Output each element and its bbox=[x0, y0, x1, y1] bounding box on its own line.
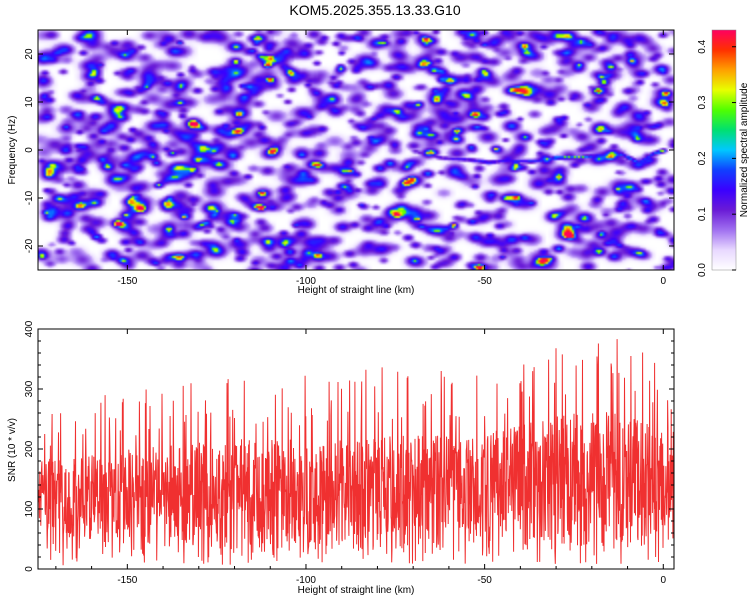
spectrogram-y-tick-label: 20 bbox=[24, 48, 35, 60]
snr-x-tick-label: 0 bbox=[660, 575, 666, 586]
spectrogram-y-tick-label: -10 bbox=[24, 190, 35, 205]
snr-y-label: SNR (10 * v/v) bbox=[7, 418, 18, 482]
snr-chart: -150 -100 -50 0 0 100 200 300 400 Height of str… bbox=[7, 320, 675, 596]
spectrogram-x-tick-label: 0 bbox=[660, 276, 666, 287]
snr-y-tick-label: 400 bbox=[24, 320, 35, 337]
snr-y-tick-label: 100 bbox=[24, 500, 35, 517]
spectrogram-y-tick-label: 0 bbox=[24, 147, 35, 153]
colorbar-tick-label: 0.2 bbox=[697, 151, 708, 165]
snr-y-tick-label: 200 bbox=[24, 440, 35, 457]
spectrogram-x-ticks: -150 -100 -50 0 bbox=[117, 30, 666, 287]
spectrogram-y-label: Frequency (Hz) bbox=[7, 116, 18, 185]
spectrogram-y-ticks: -20 -10 0 10 20 bbox=[24, 48, 674, 253]
spectrogram-plot-area bbox=[37, 29, 675, 271]
colorbar-label: Normalized spectral amplitude bbox=[739, 82, 750, 217]
snr-x-tick-label: -150 bbox=[117, 575, 137, 586]
spectrogram-x-tick-label: -150 bbox=[117, 276, 137, 287]
snr-x-ticks: -150 -100 -50 0 bbox=[55, 329, 666, 586]
snr-x-tick-label: -50 bbox=[477, 575, 492, 586]
snr-x-tick-label: -100 bbox=[296, 575, 316, 586]
colorbar-tick-label: 0.3 bbox=[697, 95, 708, 109]
colorbar-ticks: 0.0 0.1 0.2 0.3 0.4 bbox=[697, 39, 736, 277]
snr-y-ticks: 0 100 200 300 400 bbox=[24, 320, 674, 572]
snr-series-line bbox=[37, 339, 675, 566]
snr-plot-area bbox=[37, 328, 675, 570]
figure-title: KOM5.2025.355.13.33.G10 bbox=[289, 2, 461, 18]
spectrogram-x-label: Height of straight line (km) bbox=[298, 285, 415, 296]
spectrogram-heatmap bbox=[38, 30, 674, 270]
colorbar bbox=[711, 29, 737, 271]
snr-x-label: Height of straight line (km) bbox=[298, 585, 415, 596]
snr-y-tick-label: 300 bbox=[24, 380, 35, 397]
colorbar-tick-label: 0.0 bbox=[697, 263, 708, 277]
colorbar-tick-label: 0.4 bbox=[697, 39, 708, 53]
colorbar-tick-label: 0.1 bbox=[697, 207, 708, 221]
spectrogram-x-tick-label: -100 bbox=[296, 276, 316, 287]
snr-y-tick-label: 0 bbox=[24, 566, 35, 572]
spectrogram-y-tick-label: 10 bbox=[24, 96, 35, 108]
spectrogram-y-tick-label: -20 bbox=[24, 238, 35, 253]
spectrogram-x-tick-label: -50 bbox=[477, 276, 492, 287]
